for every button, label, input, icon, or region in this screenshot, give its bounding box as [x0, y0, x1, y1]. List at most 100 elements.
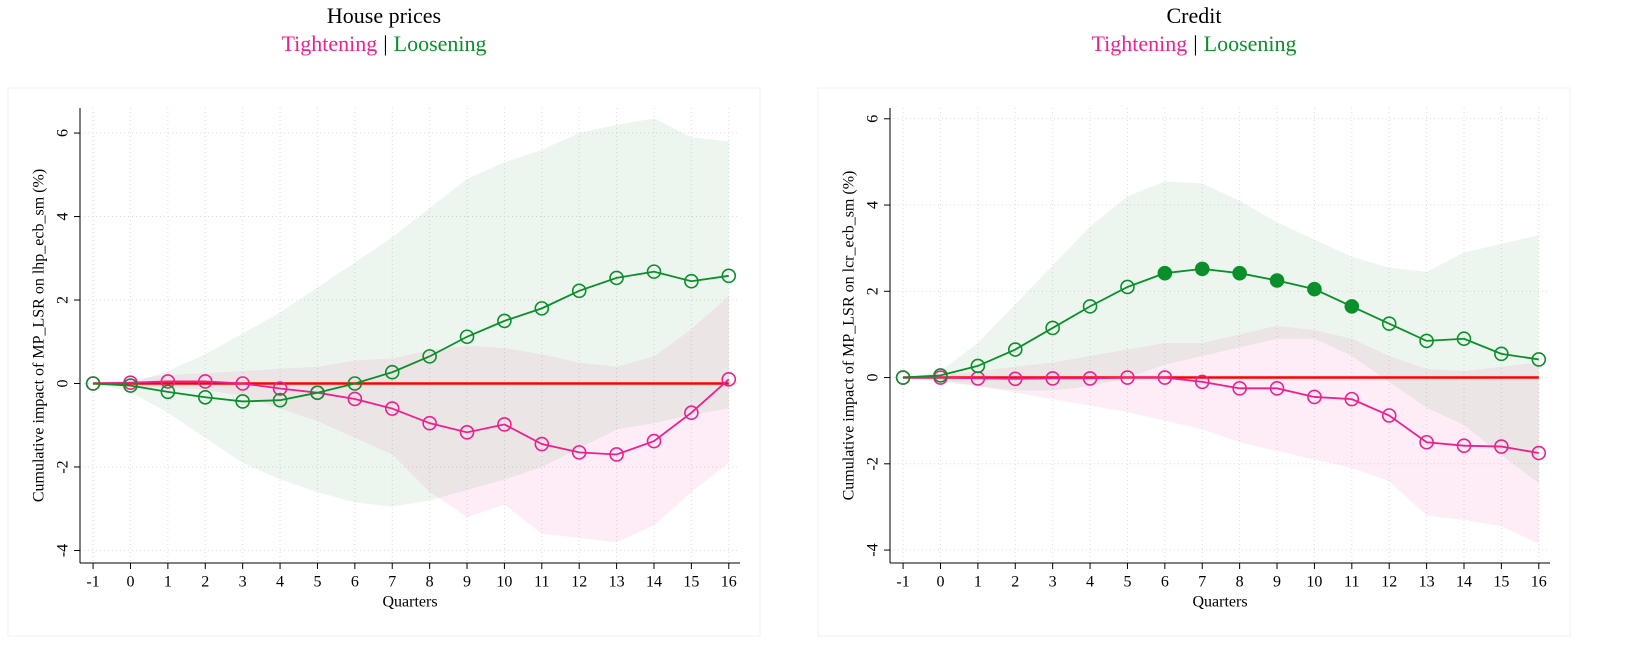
marker	[534, 436, 550, 452]
y-tick-label: 6	[55, 129, 72, 137]
x-tick-label: 3	[1049, 574, 1057, 591]
marker	[1157, 265, 1173, 281]
y-tick-label: -2	[55, 460, 72, 473]
x-tick-label: 0	[126, 574, 134, 591]
x-tick-label: 14	[646, 574, 662, 591]
marker	[1082, 371, 1098, 386]
x-tick-label: 6	[351, 574, 359, 591]
x-tick-label: 16	[1531, 574, 1547, 591]
marker	[197, 389, 213, 405]
marker	[1344, 299, 1360, 314]
marker	[1531, 352, 1547, 367]
marker	[1381, 316, 1397, 331]
marker	[1344, 391, 1360, 407]
marker	[1307, 281, 1322, 297]
y-tick-label: 4	[865, 201, 882, 209]
marker	[646, 433, 662, 449]
x-tick-label: 5	[1123, 574, 1131, 591]
x-tick-label: 8	[426, 574, 434, 591]
legend-entry: Loosening	[1204, 31, 1297, 56]
y-tick-label: 0	[865, 374, 882, 382]
marker	[1045, 371, 1060, 386]
chart-title: Credit	[1167, 3, 1222, 28]
marker	[85, 376, 101, 391]
marker	[1269, 381, 1285, 396]
panel-frame	[817, 87, 1571, 637]
marker	[347, 376, 363, 391]
marker	[933, 368, 948, 383]
marker	[1419, 333, 1434, 349]
y-axis-label: Cumulative impact of MP_LSR on lcr_ecb_s…	[841, 171, 858, 501]
y-axis-label: Cumulative impact of MP_LSR on lhp_ecb_s…	[31, 169, 48, 502]
marker	[895, 370, 911, 385]
confidence-band	[93, 295, 729, 543]
marker	[534, 301, 550, 316]
x-tick-label: 1	[164, 574, 172, 591]
marker	[459, 329, 475, 345]
marker	[1082, 299, 1098, 314]
marker	[384, 364, 400, 380]
x-tick-label: 0	[936, 574, 944, 591]
x-tick-label: 13	[609, 574, 625, 591]
marker	[459, 425, 475, 440]
marker	[1419, 434, 1434, 450]
marker	[684, 405, 699, 421]
marker	[1494, 346, 1509, 362]
x-tick-label: 12	[1381, 574, 1397, 591]
x-tick-label: 10	[496, 574, 512, 591]
marker	[347, 391, 363, 407]
y-tick-label: 0	[55, 380, 72, 388]
y-tick-label: 2	[55, 296, 72, 304]
x-axis-label: Quarters	[382, 594, 437, 611]
x-tick-label: -1	[896, 574, 909, 591]
x-tick-label: 13	[1419, 574, 1435, 591]
x-tick-label: 10	[1306, 574, 1322, 591]
x-tick-label: 14	[1456, 574, 1472, 591]
marker	[1307, 389, 1322, 405]
x-axis-label: Quarters	[1192, 594, 1247, 611]
x-tick-label: 15	[683, 574, 699, 591]
marker	[497, 313, 512, 329]
legend-entry: Tightening	[1091, 31, 1187, 56]
marker	[235, 394, 250, 409]
marker	[1157, 370, 1173, 385]
marker	[1007, 342, 1023, 357]
x-tick-label: 7	[1198, 574, 1206, 591]
marker	[272, 392, 288, 408]
x-tick-label: 16	[721, 574, 737, 591]
marker	[609, 447, 624, 462]
confidence-band	[93, 118, 729, 507]
marker	[684, 273, 699, 289]
marker	[160, 384, 176, 400]
marker	[123, 378, 138, 393]
subtitle: Tightening | Loosening	[281, 31, 486, 56]
x-tick-label: 2	[201, 574, 209, 591]
subtitle: Tightening | Loosening	[1091, 31, 1296, 56]
marker	[1232, 265, 1247, 281]
panel-frame	[7, 87, 761, 637]
confidence-band	[903, 181, 1539, 484]
x-tick-label: 6	[1161, 574, 1169, 591]
marker	[422, 415, 437, 431]
x-tick-label: 11	[534, 574, 549, 591]
marker	[1194, 374, 1210, 390]
marker	[970, 371, 986, 386]
marker	[646, 264, 662, 279]
x-tick-label: 5	[313, 574, 321, 591]
panel: House prices Tightening | Loosening -4 -2 0 2 4 6…	[7, 3, 761, 637]
marker	[721, 372, 737, 387]
x-tick-label: 12	[571, 574, 587, 591]
y-tick-label: -2	[865, 457, 882, 470]
legend-separator: |	[383, 31, 387, 56]
y-tick-label: 2	[865, 287, 882, 295]
marker	[1269, 273, 1285, 288]
marker	[970, 358, 986, 374]
y-tick-label: -4	[55, 544, 72, 557]
marker	[160, 374, 176, 389]
marker	[272, 381, 288, 396]
y-tick-label: 4	[55, 213, 72, 221]
marker	[310, 385, 325, 400]
marker	[384, 401, 400, 416]
